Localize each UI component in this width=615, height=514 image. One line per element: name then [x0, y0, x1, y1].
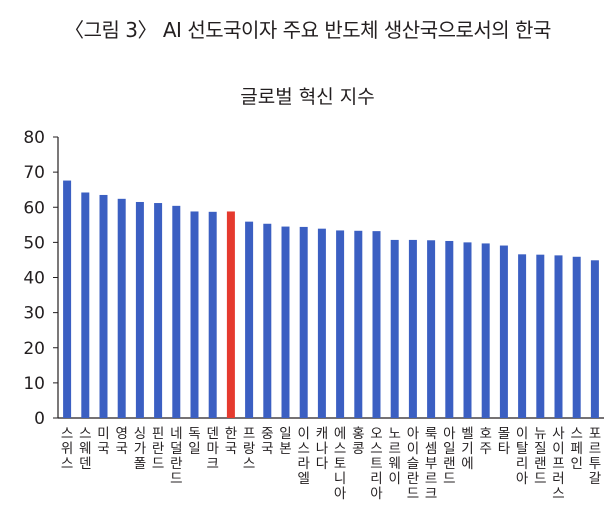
bar-7 — [172, 205, 181, 418]
bar-9 — [208, 211, 217, 418]
bar-22 — [445, 240, 454, 418]
bar-6 — [154, 203, 163, 418]
bar-3 — [99, 194, 108, 418]
bar-5 — [135, 201, 144, 418]
y-tick-label: 0 — [34, 409, 45, 429]
bar-18 — [372, 231, 381, 418]
y-tick-label: 20 — [23, 339, 45, 359]
bar-11 — [245, 221, 254, 418]
bar-21 — [427, 240, 436, 418]
bar-10 — [226, 211, 235, 418]
figure-title: 〈그림 3〉 AI 선도국이자 주요 반도체 생산국으로서의 한국 — [64, 18, 551, 42]
y-tick-label: 80 — [23, 128, 45, 148]
bar-1 — [63, 180, 72, 418]
bar-2 — [81, 192, 90, 418]
bar-24 — [481, 243, 490, 418]
bar-14 — [299, 226, 308, 418]
bar-13 — [281, 226, 290, 418]
bar-17 — [354, 230, 363, 418]
bar-28 — [554, 255, 563, 418]
y-tick-label: 30 — [23, 304, 45, 324]
chart-title: 글로벌 혁신 지수 — [240, 86, 375, 108]
bar-16 — [336, 230, 345, 418]
y-tick-label: 50 — [23, 233, 45, 253]
y-tick-label: 60 — [23, 198, 45, 218]
y-tick-label: 10 — [23, 374, 45, 394]
bar-29 — [572, 256, 581, 418]
bar-25 — [499, 245, 508, 418]
bar-8 — [190, 211, 199, 418]
bar-4 — [117, 198, 126, 418]
y-tick-label: 40 — [23, 269, 45, 289]
y-tick-label: 70 — [23, 163, 45, 183]
bar-20 — [408, 239, 417, 418]
bar-27 — [536, 254, 545, 418]
bar-19 — [390, 239, 399, 418]
bar-26 — [518, 254, 527, 418]
bar-15 — [317, 228, 326, 418]
bar-23 — [463, 242, 472, 418]
bar-30 — [590, 260, 599, 418]
bar-12 — [263, 223, 272, 418]
